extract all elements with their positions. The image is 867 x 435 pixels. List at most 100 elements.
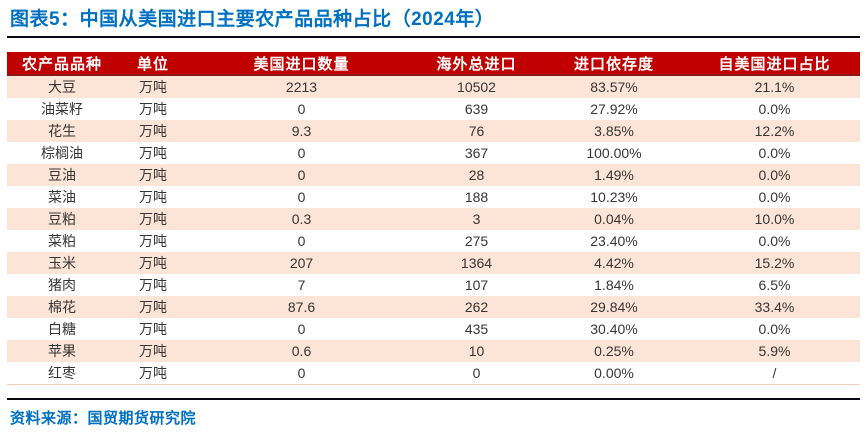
- table-cell: 万吨: [139, 277, 167, 293]
- table-row: 菜粕 万吨 0 275 23.40% 0.0%: [7, 230, 860, 252]
- table-row: 棕榈油 万吨 0 367 100.00% 0.0%: [7, 142, 860, 164]
- table-cell: 2213: [285, 79, 318, 95]
- table-cell: 28: [468, 167, 485, 183]
- table-cell: 83.57%: [590, 79, 638, 95]
- column-header: 海外总进口: [414, 52, 539, 76]
- table-cell: 油菜籽: [41, 101, 83, 117]
- figure-title: 图表5：中国从美国进口主要农产品品种占比（2024年）: [10, 9, 495, 30]
- table-cell: 27.92%: [590, 101, 638, 117]
- table-body: 大豆 万吨 2213 10502 83.57% 21.1% 油菜籽 万吨 0 639 27.92% 0…: [7, 75, 860, 385]
- table-cell: 207: [289, 255, 314, 271]
- table-cell: 0.04%: [594, 211, 634, 227]
- table-cell: 万吨: [139, 255, 167, 271]
- table-cell: 0: [297, 321, 306, 337]
- table-cell: 6.5%: [758, 277, 791, 293]
- table-cell: 3: [472, 211, 481, 227]
- table-cell: 0.3: [291, 211, 312, 227]
- table-cell: 0.0%: [758, 167, 791, 183]
- table-cell: 87.6: [287, 299, 316, 315]
- table-cell: 12.2%: [754, 123, 795, 139]
- table-cell: 豆粕: [48, 211, 76, 227]
- table-row: 花生 万吨 9.3 76 3.85% 12.2%: [7, 120, 860, 142]
- table-cell: 万吨: [139, 211, 167, 227]
- table-cell: 29.84%: [590, 299, 638, 315]
- table-cell: 367: [464, 145, 489, 161]
- table-row: 红枣 万吨 0 0 0.00% /: [7, 362, 860, 385]
- table-cell: 棕榈油: [41, 145, 83, 161]
- table-row: 棉花 万吨 87.6 262 29.84% 33.4%: [7, 296, 860, 318]
- table-cell: 白糖: [48, 321, 76, 337]
- table-cell: 苹果: [48, 343, 76, 359]
- table-cell: 玉米: [48, 255, 76, 271]
- table-cell: 21.1%: [754, 79, 795, 95]
- table-cell: 0: [297, 233, 306, 249]
- table-row: 豆油 万吨 0 28 1.49% 0.0%: [7, 164, 860, 186]
- table-cell: 76: [468, 123, 485, 139]
- table-cell: 262: [464, 299, 489, 315]
- table-cell: 0.0%: [758, 101, 791, 117]
- table-cell: 435: [464, 321, 489, 337]
- table-cell: 万吨: [139, 189, 167, 205]
- table-cell: 10502: [457, 79, 496, 95]
- table-cell: 0: [297, 167, 306, 183]
- table-cell: 10.23%: [590, 189, 638, 205]
- table-row: 油菜籽 万吨 0 639 27.92% 0.0%: [7, 98, 860, 120]
- table-cell: 15.2%: [754, 255, 795, 271]
- table-cell: 万吨: [139, 79, 167, 95]
- table-cell: /: [689, 362, 860, 385]
- table-cell: 188: [464, 189, 489, 205]
- table-cell: 7: [297, 277, 306, 293]
- table-row: 白糖 万吨 0 435 30.40% 0.0%: [7, 318, 860, 340]
- table-cell: 猪肉: [48, 277, 76, 293]
- table-cell: 5.9%: [758, 343, 791, 359]
- title-divider: [7, 36, 860, 38]
- table-row: 菜油 万吨 0 188 10.23% 0.0%: [7, 186, 860, 208]
- table-cell: 0.6: [291, 343, 312, 359]
- table-cell: 0: [297, 189, 306, 205]
- table-cell: 万吨: [139, 299, 167, 315]
- table-row: 苹果 万吨 0.6 10 0.25% 5.9%: [7, 340, 860, 362]
- table-row: 豆粕 万吨 0.3 3 0.04% 10.0%: [7, 208, 860, 230]
- table-cell: 万吨: [139, 123, 167, 139]
- table-cell: 红枣: [7, 362, 117, 385]
- table-cell: 3.85%: [594, 123, 634, 139]
- column-header: 美国进口数量: [189, 52, 414, 76]
- table-cell: 1364: [460, 255, 493, 271]
- table-cell: 639: [464, 101, 489, 117]
- table-cell: 0.0%: [758, 233, 791, 249]
- table-cell: 大豆: [48, 79, 76, 95]
- table-cell: 10: [468, 343, 485, 359]
- column-header: 农产品品种: [7, 52, 117, 76]
- imports-table: 农产品品种 单位 美国进口数量 海外总进口 进口依存度 自美国进口占比 大豆 万吨 2213 1…: [7, 52, 860, 385]
- table-cell: 0: [297, 145, 306, 161]
- table-cell: 万吨: [117, 362, 189, 385]
- table-cell: 万吨: [139, 321, 167, 337]
- table-cell: 万吨: [139, 145, 167, 161]
- table-cell: 0.00%: [539, 362, 689, 385]
- table-cell: 万吨: [139, 343, 167, 359]
- source-note: 资料来源：国贸期货研究院: [10, 410, 197, 427]
- table-cell: 107: [464, 277, 489, 293]
- table-cell: 0.0%: [758, 321, 791, 337]
- table-row: 大豆 万吨 2213 10502 83.57% 21.1%: [7, 75, 860, 98]
- column-header: 自美国进口占比: [689, 52, 860, 76]
- table-cell: 万吨: [139, 233, 167, 249]
- table-row: 猪肉 万吨 7 107 1.84% 6.5%: [7, 274, 860, 296]
- table-cell: 33.4%: [754, 299, 795, 315]
- table-cell: 0.0%: [758, 145, 791, 161]
- table-cell: 275: [464, 233, 489, 249]
- table-cell: 0: [189, 362, 414, 385]
- table-cell: 30.40%: [590, 321, 638, 337]
- table-cell: 100.00%: [586, 145, 642, 161]
- table-cell: 万吨: [139, 101, 167, 117]
- table-cell: 23.40%: [590, 233, 638, 249]
- table-cell: 1.84%: [594, 277, 634, 293]
- column-header: 单位: [117, 52, 189, 76]
- table-cell: 花生: [48, 123, 76, 139]
- table-cell: 0.0%: [758, 189, 791, 205]
- table-cell: 棉花: [48, 299, 76, 315]
- table-header-row: 农产品品种 单位 美国进口数量 海外总进口 进口依存度 自美国进口占比: [7, 52, 860, 76]
- table-cell: 0: [297, 101, 306, 117]
- table-cell: 豆油: [48, 167, 76, 183]
